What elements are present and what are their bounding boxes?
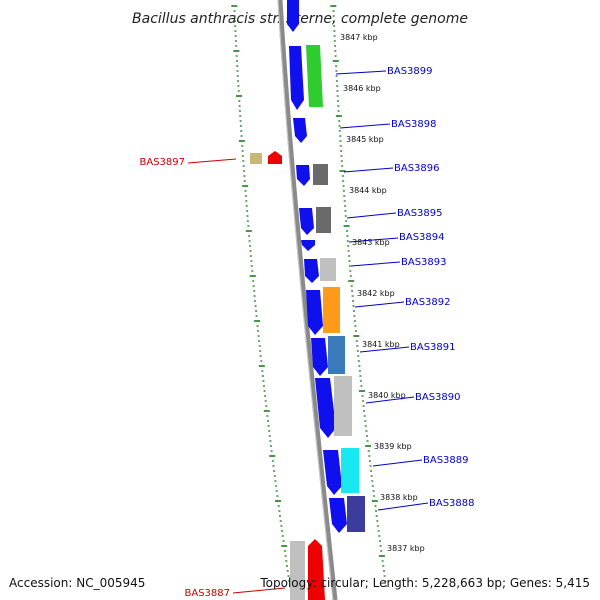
gene-feature-3888[interactable] (347, 496, 365, 532)
gene-label-3892[interactable]: BAS3892 (405, 297, 451, 308)
gene-label-3899[interactable]: BAS3899 (387, 66, 433, 77)
leader-3898 (339, 123, 391, 129)
scale-label: 3841 kbp (362, 340, 400, 349)
scale-label: 3847 kbp (340, 33, 378, 42)
topology-text: Topology: circular; Length: 5,228,663 bp… (259, 576, 590, 590)
leader-3890 (365, 396, 415, 404)
leader-3897 (187, 158, 237, 164)
genome-title: Bacillus anthracis str. Sterne, complete… (132, 11, 468, 27)
gene-forward-3892[interactable] (306, 290, 323, 335)
label-leaders (187, 70, 429, 594)
scale-label: 3840 kbp (368, 391, 406, 400)
gene-forward-3888[interactable] (329, 498, 347, 533)
gene-feature-3887a[interactable] (290, 541, 305, 600)
gene-feature-3889[interactable] (341, 448, 359, 493)
gene-feature-3892[interactable] (323, 287, 340, 333)
leader-3892 (354, 301, 405, 308)
gene-feature-3897a[interactable] (250, 153, 262, 164)
scale-label: 3837 kbp (387, 544, 425, 553)
gene-forward-3893[interactable] (304, 259, 319, 283)
leader-3887 (232, 587, 286, 594)
gene-label-3897[interactable]: BAS3897 (140, 157, 186, 168)
gene-label-3894[interactable]: BAS3894 (399, 232, 445, 243)
gene-feature-3895[interactable] (316, 207, 331, 233)
genome-backbone (277, 0, 338, 600)
scale-label: 3842 kbp (357, 289, 395, 298)
gene-label-3896[interactable]: BAS3896 (394, 163, 440, 174)
leader-3896 (343, 167, 394, 173)
gene-forward-3891[interactable] (311, 338, 328, 376)
leader-3888 (377, 502, 429, 511)
gene-label-3893[interactable]: BAS3893 (401, 257, 447, 268)
gene-feature-3890[interactable] (334, 376, 352, 436)
gene-forward-3889[interactable] (323, 450, 342, 495)
gene-forward-3894[interactable] (301, 240, 315, 251)
leader-3894 (348, 237, 399, 243)
gene-label-3891[interactable]: BAS3891 (410, 342, 456, 353)
scale-labels: 3847 kbp 3846 kbp 3845 kbp 3844 kbp 3843… (340, 33, 425, 553)
scale-label: 3838 kbp (380, 493, 418, 502)
gene-feature-3899[interactable] (306, 45, 323, 107)
scale-label: 3843 kbp (352, 238, 390, 247)
gene-label-3887[interactable]: BAS3887 (185, 588, 231, 599)
scale-label: 3839 kbp (374, 442, 412, 451)
genome-backbone-highlight (277, 0, 334, 600)
gene-feature-3896[interactable] (313, 164, 328, 185)
scale-label: 3846 kbp (343, 84, 381, 93)
accession-text: Accession: NC_005945 (9, 576, 145, 590)
gene-forward-3890[interactable] (315, 378, 336, 438)
gene-label-3890[interactable]: BAS3890 (415, 392, 461, 403)
inner-tick-track (330, 5, 387, 587)
scale-label: 3844 kbp (349, 186, 387, 195)
gene-forward-3896[interactable] (296, 165, 310, 186)
gene-feature-3897b[interactable] (268, 151, 282, 164)
gene-label-3888[interactable]: BAS3888 (429, 498, 475, 509)
gene-feature-3891[interactable] (328, 336, 345, 374)
leader-3893 (350, 261, 401, 267)
gene-feature-3893[interactable] (320, 258, 336, 281)
scale-label: 3845 kbp (346, 135, 384, 144)
gene-forward-3898[interactable] (293, 118, 307, 143)
leader-3891 (359, 346, 410, 353)
gene-feature-3887b[interactable] (308, 539, 325, 600)
gene-features (250, 0, 365, 600)
leader-3899 (335, 70, 387, 75)
gene-label-3889[interactable]: BAS3889 (423, 455, 469, 466)
gene-forward-3895[interactable] (299, 208, 314, 235)
leader-3889 (372, 459, 423, 467)
outer-tick-track (231, 5, 291, 587)
leader-3895 (346, 212, 397, 219)
gene-label-3898[interactable]: BAS3898 (391, 119, 437, 130)
gene-labels: BAS3899 BAS3898 BAS3897 BAS3896 BAS3895 … (140, 66, 475, 599)
gene-label-3895[interactable]: BAS3895 (397, 208, 443, 219)
gene-forward-top[interactable] (287, 0, 299, 32)
gene-forward-3899[interactable] (289, 46, 304, 110)
